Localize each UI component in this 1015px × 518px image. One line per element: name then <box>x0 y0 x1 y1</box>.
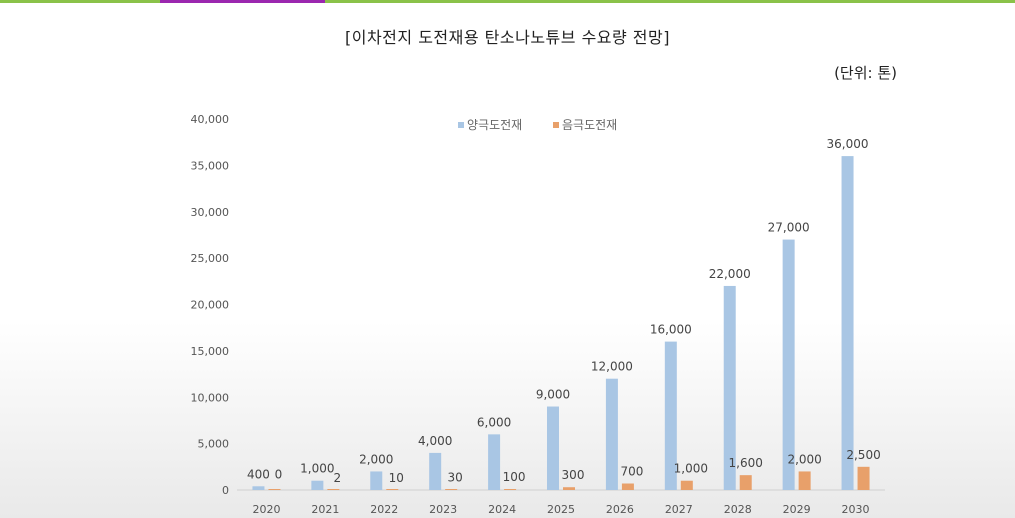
bar-anode-2027 <box>664 341 677 490</box>
bar-cathode-2024 <box>504 489 517 490</box>
legend-label-cathode: 음극도전재 <box>562 118 617 132</box>
data-label-anode-2022: 2,000 <box>359 452 393 466</box>
bar-cathode-2029 <box>798 471 811 490</box>
bar-anode-2026 <box>605 378 618 490</box>
bar-cathode-2022 <box>386 489 399 490</box>
bar-cathode-2030 <box>857 466 870 490</box>
data-label-anode-2023: 4,000 <box>418 434 452 448</box>
data-label-anode-2020: 400 <box>247 467 270 481</box>
data-label-anode-2025: 9,000 <box>536 388 570 402</box>
x-tick-label-2022: 2022 <box>370 503 398 516</box>
bar-anode-2025 <box>547 406 559 490</box>
x-tick-label-2025: 2025 <box>547 503 575 516</box>
top-accent-bar <box>0 0 1015 3</box>
data-label-cathode-2020: 0 <box>275 467 283 481</box>
x-tick-label-2028: 2028 <box>724 503 752 516</box>
x-tick-label-2020: 2020 <box>252 503 280 516</box>
x-tick-label-2021: 2021 <box>311 503 339 516</box>
bar-cathode-2026 <box>621 483 634 490</box>
bar-cathode-2020 <box>268 489 281 490</box>
bar-cathode-2021 <box>327 489 340 490</box>
x-tick-label-2023: 2023 <box>429 503 457 516</box>
y-tick-label: 20,000 <box>191 299 230 312</box>
bar-cathode-2027 <box>680 480 693 490</box>
data-label-cathode-2028: 1,600 <box>729 456 763 470</box>
y-tick-label: 25,000 <box>191 252 230 265</box>
x-tick-label-2027: 2027 <box>665 503 693 516</box>
data-label-cathode-2029: 2,000 <box>787 452 821 466</box>
data-label-cathode-2027: 1,000 <box>674 462 708 476</box>
bar-anode-2029 <box>782 239 795 490</box>
x-tick-label-2030: 2030 <box>842 503 870 516</box>
y-tick-label: 5,000 <box>198 438 230 451</box>
legend-swatch-cathode <box>553 122 559 128</box>
bar-anode-2028 <box>723 285 736 490</box>
data-label-anode-2026: 12,000 <box>591 360 633 374</box>
x-tick-label-2026: 2026 <box>606 503 634 516</box>
unit-label: (단위: 톤) <box>834 64 897 82</box>
x-tick-label-2024: 2024 <box>488 503 516 516</box>
bar-anode-2030 <box>841 156 854 490</box>
bar-anode-2021 <box>311 480 324 490</box>
y-tick-label: 35,000 <box>191 159 230 172</box>
y-tick-label: 15,000 <box>191 345 230 358</box>
data-label-cathode-2021: 2 <box>334 471 342 485</box>
data-label-anode-2027: 16,000 <box>650 323 692 337</box>
data-label-anode-2021: 1,000 <box>300 462 334 476</box>
chart-title: [이차전지 도전재용 탄소나노튜브 수요량 전망] <box>344 28 670 47</box>
legend-label-anode: 양극도전재 <box>467 118 522 132</box>
bar-cathode-2025 <box>563 487 575 490</box>
data-label-anode-2029: 27,000 <box>768 221 810 235</box>
y-tick-label: 10,000 <box>191 391 230 404</box>
data-label-cathode-2024: 100 <box>503 470 526 484</box>
y-tick-label: 30,000 <box>191 206 230 219</box>
x-tick-label-2029: 2029 <box>783 503 811 516</box>
data-label-cathode-2025: 300 <box>562 468 585 482</box>
data-label-cathode-2022: 10 <box>389 471 404 485</box>
bar-cathode-2023 <box>445 489 458 490</box>
data-label-anode-2024: 6,000 <box>477 415 511 429</box>
bar-anode-2023 <box>429 452 442 490</box>
bar-anode-2020 <box>252 486 265 490</box>
bar-anode-2022 <box>370 471 383 490</box>
data-label-anode-2030: 36,000 <box>827 137 869 151</box>
bar-anode-2024 <box>488 434 501 490</box>
bar-cathode-2028 <box>739 475 752 490</box>
data-label-cathode-2023: 30 <box>448 471 463 485</box>
legend-swatch-anode <box>458 122 464 128</box>
data-label-anode-2028: 22,000 <box>709 267 751 281</box>
y-tick-label: 40,000 <box>191 113 230 126</box>
data-label-cathode-2026: 700 <box>620 465 643 479</box>
y-tick-label: 0 <box>222 484 229 497</box>
data-label-cathode-2030: 2,500 <box>846 448 880 462</box>
